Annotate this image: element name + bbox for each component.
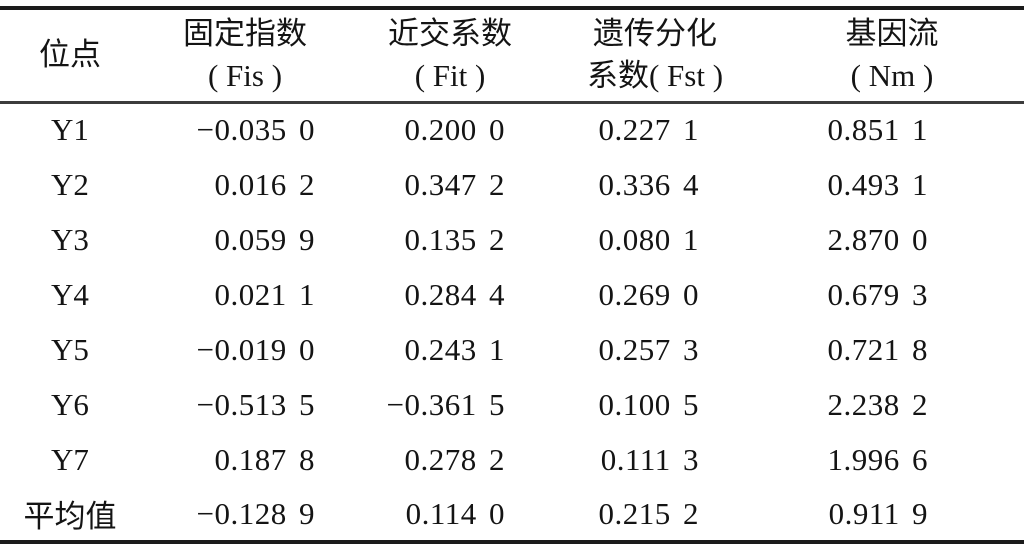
- cell-locus: 平均值: [23, 499, 117, 534]
- cell-fst: 0.111 3: [600, 441, 699, 477]
- header-fis-line1: 固定指数: [183, 16, 307, 52]
- cell-nm: 1.996 6: [827, 441, 928, 477]
- table-row: Y4 0.021 1 0.284 4 0.269 0 0.679 3: [0, 267, 1024, 322]
- table-row: Y5 −0.019 0 0.243 1 0.257 3 0.721 8: [0, 322, 1024, 377]
- cell-nm: 0.493 1: [827, 166, 928, 202]
- cell-locus: Y1: [51, 112, 89, 148]
- cell-fis: −0.035 0: [196, 112, 315, 148]
- header-fit-line1: 近交系数: [388, 16, 512, 52]
- header-fst-line2: 系数( Fst ): [586, 58, 724, 94]
- cell-nm: 0.721 8: [827, 331, 928, 367]
- cell-fis: −0.513 5: [196, 386, 315, 422]
- cell-fst: 0.257 3: [598, 331, 699, 367]
- table-row: 平均值 −0.128 9 0.114 0 0.215 2 0.911 9: [0, 487, 1024, 542]
- cell-nm: 2.238 2: [827, 386, 928, 422]
- table-row: Y6 −0.513 5 −0.361 5 0.100 5 2.238 2: [0, 377, 1024, 432]
- cell-fis: 0.021 1: [214, 276, 315, 312]
- cell-fit: 0.200 0: [404, 112, 505, 148]
- cell-locus: Y3: [51, 221, 89, 257]
- cell-nm: 0.851 1: [827, 112, 928, 148]
- cell-fst: 0.336 4: [598, 166, 699, 202]
- cell-fis: −0.019 0: [196, 331, 315, 367]
- header-locus: 位点: [0, 8, 140, 104]
- cell-locus: Y7: [51, 441, 89, 477]
- cell-locus: Y2: [51, 166, 89, 202]
- header-fst: 遗传分化 系数( Fst ): [550, 8, 760, 104]
- cell-fis: 0.187 8: [214, 441, 315, 477]
- header-locus-label: 位点: [39, 37, 101, 73]
- cell-nm: 0.911 9: [828, 495, 928, 531]
- cell-fis: 0.016 2: [214, 166, 315, 202]
- header-nm: 基因流 ( Nm ): [760, 8, 1024, 104]
- table-row: Y7 0.187 8 0.278 2 0.111 3 1.996 6: [0, 432, 1024, 487]
- cell-fst: 0.100 5: [598, 386, 699, 422]
- table-body: Y1 −0.035 0 0.200 0 0.227 1 0.851 1 Y2 0.016 2…: [0, 102, 1024, 542]
- header-nm-line1: 基因流: [845, 16, 939, 52]
- cell-nm: 2.870 0: [827, 221, 928, 257]
- cell-locus: Y5: [51, 331, 89, 367]
- table-row: Y3 0.059 9 0.135 2 0.080 1 2.870 0: [0, 212, 1024, 267]
- header-fis-line2: ( Fis ): [207, 58, 283, 94]
- header-fit-line2: ( Fit ): [414, 58, 486, 94]
- cell-fit: 0.278 2: [404, 441, 505, 477]
- cell-fst: 0.269 0: [598, 276, 699, 312]
- cell-fst: 0.080 1: [598, 221, 699, 257]
- cell-fst: 0.215 2: [598, 495, 699, 531]
- cell-fis: 0.059 9: [214, 221, 315, 257]
- table-row: Y2 0.016 2 0.347 2 0.336 4 0.493 1: [0, 157, 1024, 212]
- cell-fst: 0.227 1: [598, 112, 699, 148]
- cell-locus: Y4: [51, 276, 89, 312]
- header-row: 位点 固定指数 ( Fis ) 近交系数 ( Fit ) 遗传分化 系数( Fs…: [0, 8, 1024, 104]
- table-header: 位点 固定指数 ( Fis ) 近交系数 ( Fit ) 遗传分化 系数( Fs…: [0, 8, 1024, 104]
- header-fis: 固定指数 ( Fis ): [140, 8, 350, 104]
- cell-fit: 0.347 2: [404, 166, 505, 202]
- cell-fit: −0.361 5: [386, 386, 505, 422]
- cell-nm: 0.679 3: [827, 276, 928, 312]
- cell-fit: 0.114 0: [405, 495, 505, 531]
- header-fst-line1: 遗传分化: [593, 16, 717, 52]
- table-row: Y1 −0.035 0 0.200 0 0.227 1 0.851 1: [0, 102, 1024, 157]
- cell-fit: 0.284 4: [404, 276, 505, 312]
- cell-locus: Y6: [51, 386, 89, 422]
- genetics-statistics-table: 位点 固定指数 ( Fis ) 近交系数 ( Fit ) 遗传分化 系数( Fs…: [0, 6, 1024, 544]
- cell-fis: −0.128 9: [196, 495, 315, 531]
- cell-fit: 0.243 1: [404, 331, 505, 367]
- header-nm-line2: ( Nm ): [850, 58, 934, 94]
- header-fit: 近交系数 ( Fit ): [350, 8, 550, 104]
- cell-fit: 0.135 2: [404, 221, 505, 257]
